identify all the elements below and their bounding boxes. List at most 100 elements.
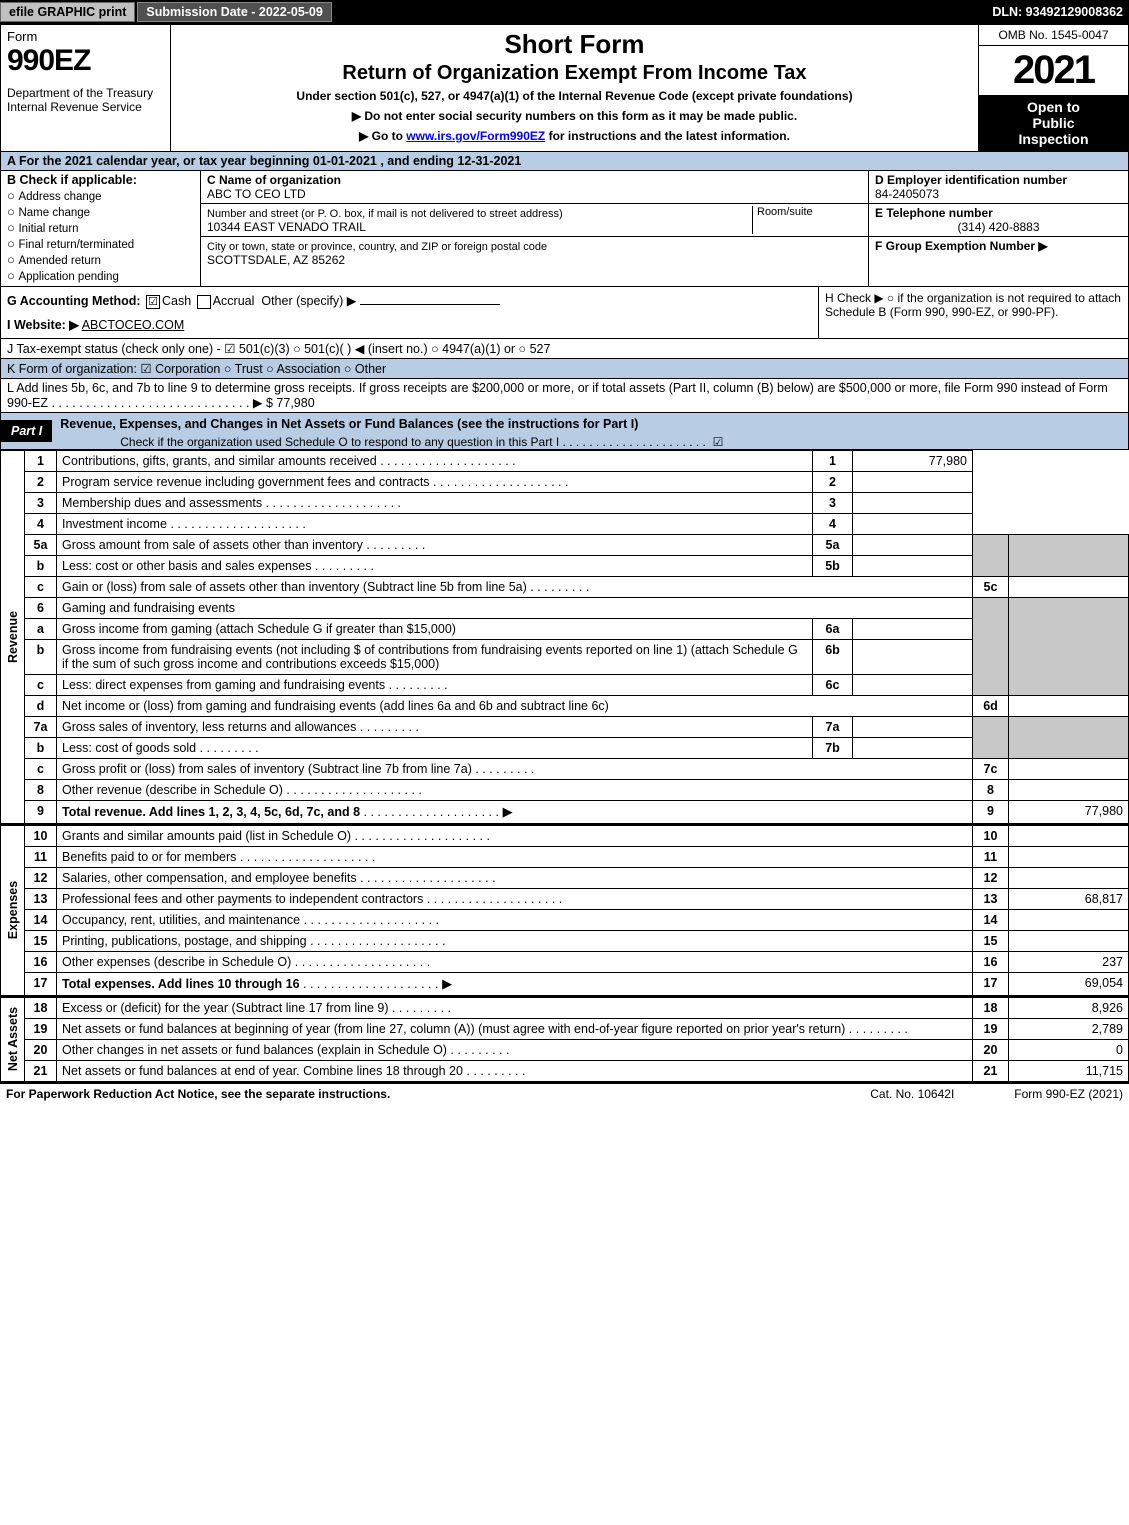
g-section: G Accounting Method: ☑Cash Accrual Other… (1, 287, 818, 338)
g-h-row: G Accounting Method: ☑Cash Accrual Other… (0, 287, 1129, 339)
row-18: 18Excess or (deficit) for the year (Subt… (25, 997, 1129, 1018)
net-assets-block: Net Assets 18Excess or (deficit) for the… (0, 997, 1129, 1082)
row-7b: bLess: cost of goods sold7b (25, 737, 1129, 758)
net-assets-table: 18Excess or (deficit) for the year (Subt… (24, 997, 1129, 1082)
note-2: ▶ Go to www.irs.gov/Form990EZ for instru… (177, 129, 972, 143)
section-a: A For the 2021 calendar year, or tax yea… (0, 152, 1129, 171)
e-label: E Telephone number (875, 206, 993, 220)
f-label: F Group Exemption Number ▶ (875, 239, 1048, 253)
short-form-title: Short Form (177, 29, 972, 60)
row-5a: 5aGross amount from sale of assets other… (25, 534, 1129, 555)
expenses-side-label: Expenses (0, 825, 24, 996)
l-line: L Add lines 5b, 6c, and 7b to line 9 to … (1, 379, 1128, 412)
row-5b: bLess: cost or other basis and sales exp… (25, 555, 1129, 576)
c-label: C Name of organization (207, 173, 341, 187)
street-label: Number and street (or P. O. box, if mail… (207, 208, 563, 220)
row-14: 14Occupancy, rent, utilities, and mainte… (25, 909, 1129, 930)
row-20: 20Other changes in net assets or fund ba… (25, 1039, 1129, 1060)
footer-left: For Paperwork Reduction Act Notice, see … (6, 1087, 390, 1101)
cb-cash[interactable]: ☑ (146, 295, 160, 309)
row-6d: dNet income or (loss) from gaming and fu… (25, 695, 1129, 716)
cb-final-return[interactable]: Final return/terminated (7, 236, 194, 251)
b-label: B Check if applicable: (7, 173, 194, 187)
row-9: 9Total revenue. Add lines 1, 2, 3, 4, 5c… (25, 800, 1129, 823)
row-15: 15Printing, publications, postage, and s… (25, 930, 1129, 951)
dln-text: DLN: 93492129008362 (992, 5, 1129, 19)
street-row: Number and street (or P. O. box, if mail… (201, 204, 868, 237)
row-7c: cGross profit or (loss) from sales of in… (25, 758, 1129, 779)
cb-amended-return[interactable]: Amended return (7, 252, 194, 267)
row-11: 11Benefits paid to or for members11 (25, 846, 1129, 867)
page-footer: For Paperwork Reduction Act Notice, see … (0, 1082, 1129, 1104)
dept-label: Department of the Treasury Internal Reve… (7, 86, 164, 114)
telephone: (314) 420-8883 (875, 220, 1122, 234)
row-19: 19Net assets or fund balances at beginni… (25, 1018, 1129, 1039)
street-address: 10344 EAST VENADO TRAIL (207, 220, 366, 234)
revenue-block: Revenue 1Contributions, gifts, grants, a… (0, 450, 1129, 825)
row-21: 21Net assets or fund balances at end of … (25, 1060, 1129, 1081)
main-title: Return of Organization Exempt From Incom… (177, 62, 972, 85)
row-6b: bGross income from fundraising events (n… (25, 639, 1129, 674)
row-2: 2Program service revenue including gover… (25, 471, 1129, 492)
row-7a: 7aGross sales of inventory, less returns… (25, 716, 1129, 737)
city-row: City or town, state or province, country… (201, 237, 868, 269)
part-i-title: Revenue, Expenses, and Changes in Net As… (60, 413, 1128, 435)
row-6a: aGross income from gaming (attach Schedu… (25, 618, 1129, 639)
cb-address-change[interactable]: Address change (7, 188, 194, 203)
cb-initial-return[interactable]: Initial return (7, 220, 194, 235)
part-i-sub: Check if the organization used Schedule … (60, 435, 1128, 449)
website-link[interactable]: ABCTOCEO.COM (82, 318, 185, 332)
inspection-badge: Open to Public Inspection (979, 95, 1128, 151)
row-6: 6Gaming and fundraising events (25, 597, 1129, 618)
city-label: City or town, state or province, country… (207, 241, 547, 253)
city-state-zip: SCOTTSDALE, AZ 85262 (207, 253, 345, 267)
row-17: 17Total expenses. Add lines 10 through 1… (25, 972, 1129, 995)
footer-cat: Cat. No. 10642I (870, 1087, 954, 1101)
form-word: Form (7, 29, 164, 44)
part-i-header: Part I Revenue, Expenses, and Changes in… (0, 413, 1129, 450)
d-row: D Employer identification number 84-2405… (869, 171, 1128, 204)
net-assets-side-label: Net Assets (0, 997, 24, 1082)
g-label: G Accounting Method: (7, 294, 141, 308)
submission-date-button[interactable]: Submission Date - 2022-05-09 (137, 2, 331, 22)
footer-right: Form 990-EZ (2021) (1014, 1087, 1123, 1101)
revenue-table: 1Contributions, gifts, grants, and simil… (24, 450, 1129, 824)
revenue-side-label: Revenue (0, 450, 24, 824)
row-6c: cLess: direct expenses from gaming and f… (25, 674, 1129, 695)
ein: 84-2405073 (875, 187, 939, 201)
entity-block: B Check if applicable: Address change Na… (0, 171, 1129, 286)
cb-application-pending[interactable]: Application pending (7, 268, 194, 283)
top-bar: efile GRAPHIC print Submission Date - 20… (0, 0, 1129, 24)
row-13: 13Professional fees and other payments t… (25, 888, 1129, 909)
i-label: I Website: ▶ (7, 318, 79, 332)
form-number: 990EZ (7, 44, 164, 78)
row-3: 3Membership dues and assessments3 (25, 492, 1129, 513)
efile-button[interactable]: efile GRAPHIC print (0, 2, 135, 22)
expenses-block: Expenses 10Grants and similar amounts pa… (0, 825, 1129, 997)
room-label: Room/suite (752, 206, 862, 234)
row-12: 12Salaries, other compensation, and empl… (25, 867, 1129, 888)
e-row: E Telephone number (314) 420-8883 (869, 204, 1128, 237)
c-name-row: C Name of organization ABC TO CEO LTD (201, 171, 868, 204)
d-label: D Employer identification number (875, 173, 1067, 187)
irs-link[interactable]: www.irs.gov/Form990EZ (406, 129, 545, 143)
expenses-table: 10Grants and similar amounts paid (list … (24, 825, 1129, 996)
row-5c: cGain or (loss) from sale of assets othe… (25, 576, 1129, 597)
omb-number: OMB No. 1545-0047 (979, 25, 1128, 46)
j-line: J Tax-exempt status (check only one) - ☑… (1, 339, 556, 358)
row-16: 16Other expenses (describe in Schedule O… (25, 951, 1129, 972)
row-8: 8Other revenue (describe in Schedule O)8 (25, 779, 1129, 800)
subtitle: Under section 501(c), 527, or 4947(a)(1)… (177, 89, 972, 103)
note-1: ▶ Do not enter social security numbers o… (177, 109, 972, 123)
note-2-pre: ▶ Go to (359, 129, 406, 143)
tax-year: 2021 (979, 46, 1128, 95)
l-amount: 77,980 (276, 396, 314, 410)
cb-name-change[interactable]: Name change (7, 204, 194, 219)
cb-accrual[interactable] (197, 295, 211, 309)
part-i-check[interactable]: ☑ (713, 435, 724, 449)
section-b: B Check if applicable: Address change Na… (1, 171, 201, 286)
row-10: 10Grants and similar amounts paid (list … (25, 825, 1129, 846)
row-4: 4Investment income4 (25, 513, 1129, 534)
part-i-tag: Part I (1, 420, 52, 442)
f-row: F Group Exemption Number ▶ (869, 237, 1128, 255)
